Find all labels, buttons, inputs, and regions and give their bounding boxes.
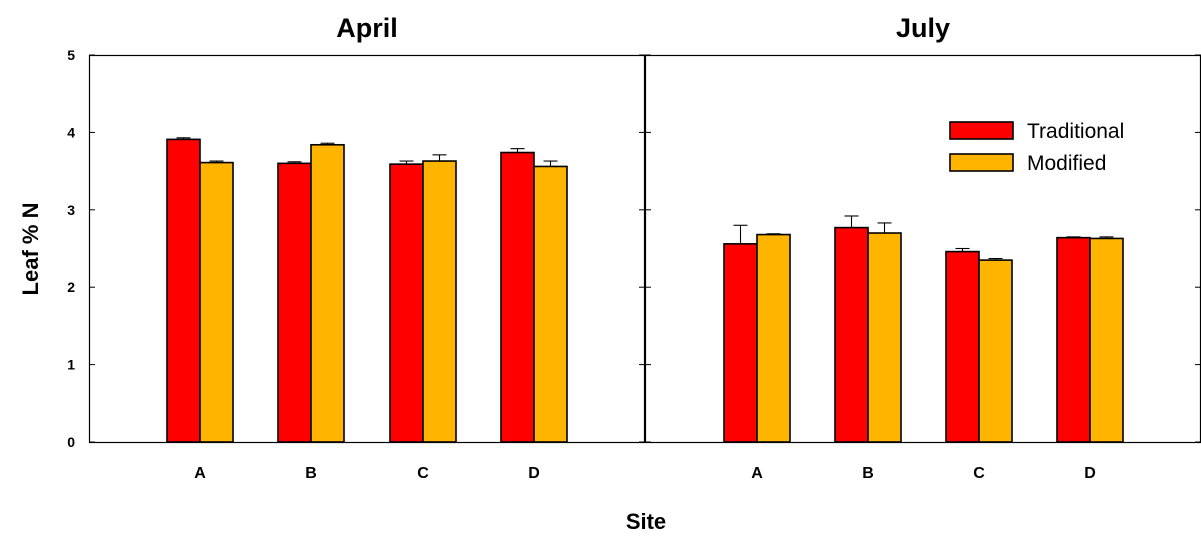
panel-title-april: April (336, 13, 398, 43)
bar-july-traditional-b (834, 226, 869, 443)
x-tick-label-a: A (194, 465, 206, 482)
legend-swatch-modified (949, 153, 1014, 172)
x-tick-label-c: C (973, 465, 985, 482)
x-tick-label-c: C (417, 465, 429, 482)
legend-label-traditional: Traditional (1027, 120, 1124, 143)
panel-title-july: July (896, 13, 950, 43)
bar-april-traditional-a (166, 138, 201, 443)
panels-layer: April 0 1 2 3 4 5 A B C D July A B C D (67, 13, 1201, 482)
y-tick-label: 1 (67, 357, 75, 373)
x-tick-label-b: B (305, 465, 317, 482)
bar-july-modified-a (756, 233, 791, 443)
bar-july-traditional-d (1056, 236, 1091, 443)
y-tick-label: 2 (67, 279, 75, 295)
y-tick-label: 5 (67, 47, 75, 63)
x-tick-label-b: B (862, 465, 874, 482)
bar-april-modified-c (422, 160, 457, 443)
legend: Traditional Modified (949, 120, 1124, 175)
bar-april-traditional-b (277, 162, 312, 443)
bar-april-modified-d (533, 165, 568, 443)
bar-april-traditional-c (389, 163, 424, 443)
y-tick-label: 4 (67, 124, 75, 140)
legend-label-modified: Modified (1027, 152, 1106, 175)
x-tick-label-a: A (751, 465, 763, 482)
x-tick-label-d: D (528, 465, 540, 482)
y-tick-label: 3 (67, 202, 75, 218)
bar-april-modified-b (310, 143, 345, 443)
bar-july-modified-b (867, 232, 902, 443)
plot-frame-april (88, 54, 646, 444)
legend-swatch-traditional (949, 121, 1014, 140)
x-axis-label: Site (626, 509, 666, 534)
bar-april-modified-a (199, 161, 234, 443)
bar-july-traditional-c (945, 250, 980, 443)
bar-april-traditional-d (500, 151, 535, 443)
y-axis-label: Leaf % N (18, 203, 43, 296)
bar-july-modified-d (1089, 237, 1124, 443)
bar-july-traditional-a (723, 243, 758, 443)
x-tick-label-d: D (1084, 465, 1096, 482)
bar-july-modified-c (978, 259, 1013, 443)
y-tick-label: 0 (67, 434, 75, 450)
